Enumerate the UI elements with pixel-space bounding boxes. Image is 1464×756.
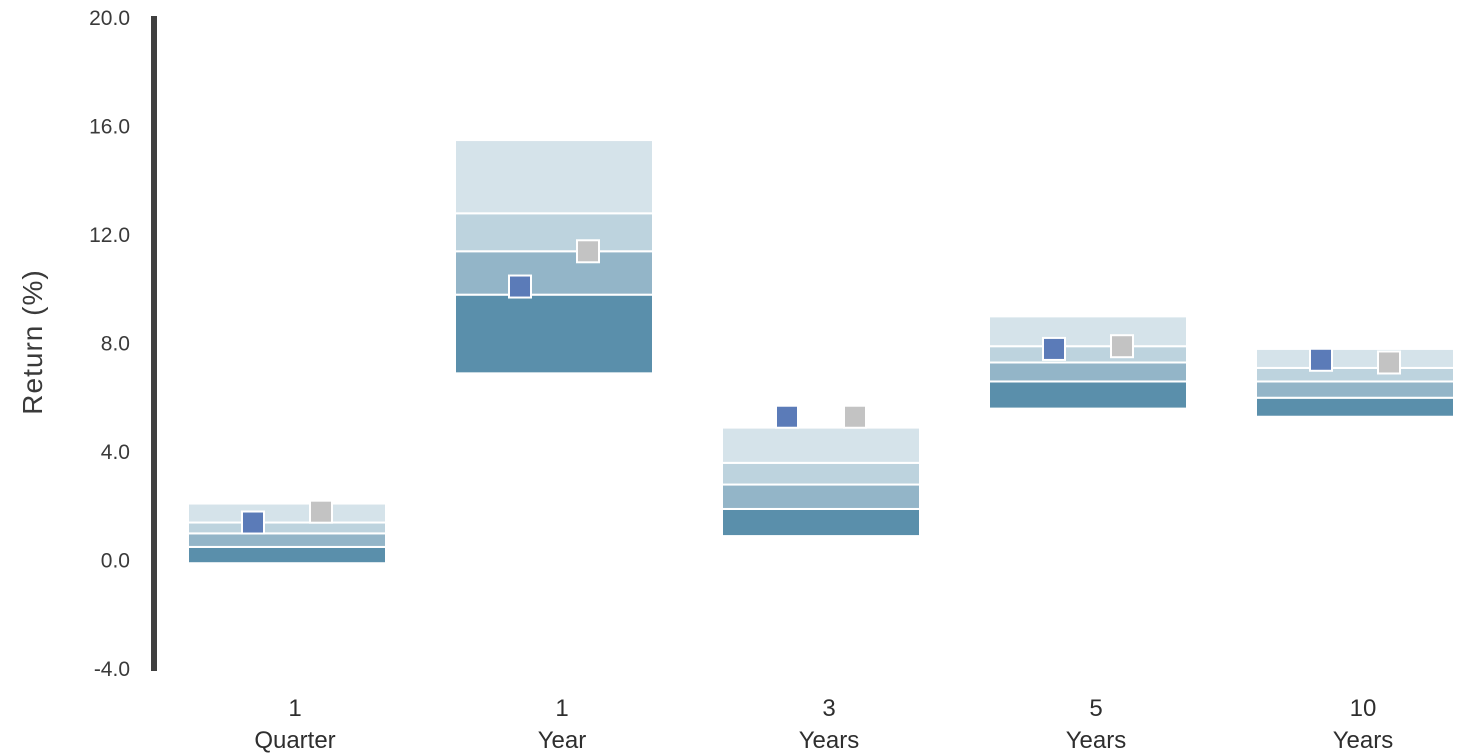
marker <box>241 510 265 535</box>
marker <box>309 499 333 524</box>
marker <box>576 239 600 264</box>
markers <box>241 239 1401 535</box>
x-tick-label-line1: 3 <box>822 695 835 722</box>
range-bands <box>187 139 1455 565</box>
range-band <box>454 293 654 375</box>
y-tick-label: 8.0 <box>101 333 130 356</box>
marker <box>508 274 532 299</box>
x-tick-label-line2: Years <box>1066 727 1127 754</box>
range-band <box>988 315 1188 348</box>
range-band <box>1255 366 1455 383</box>
x-tick-label-line2: Years <box>1333 727 1394 754</box>
range-band <box>1255 396 1455 418</box>
y-axis-title: Return (%) <box>17 269 48 414</box>
y-tick-label: 0.0 <box>101 550 130 573</box>
range-band <box>187 532 387 548</box>
x-tick-label-line2: Year <box>538 727 587 754</box>
marker <box>1377 350 1401 375</box>
range-band <box>721 426 921 464</box>
range-band <box>1255 380 1455 399</box>
range-band <box>187 545 387 565</box>
range-band <box>454 139 654 215</box>
y-tick-label: -4.0 <box>94 658 130 681</box>
range-band <box>721 461 921 486</box>
range-band <box>721 483 921 510</box>
y-tick-label: 4.0 <box>101 441 130 464</box>
range-band <box>187 521 387 535</box>
marker <box>1110 334 1134 359</box>
range-band <box>721 507 921 538</box>
x-tick-label-line1: 5 <box>1089 695 1102 722</box>
range-band <box>988 380 1188 410</box>
x-tick-label-line2: Quarter <box>254 727 335 754</box>
marker <box>1309 347 1333 372</box>
range-band <box>187 502 387 524</box>
marker <box>1042 336 1066 361</box>
x-tick-label-line1: 1 <box>288 695 301 722</box>
x-tick-label-line1: 10 <box>1350 695 1377 722</box>
x-tick-label-line1: 1 <box>555 695 568 722</box>
marker <box>775 404 799 429</box>
range-band <box>454 250 654 296</box>
x-tick-label-line2: Years <box>799 727 860 754</box>
marker <box>843 404 867 429</box>
range-band <box>1255 347 1455 369</box>
y-tick-label: 16.0 <box>89 116 130 139</box>
y-tick-label: 12.0 <box>89 224 130 247</box>
x-axis-labels: 1 Quarter 1 Year 3 Years 5 Years 10 Years <box>254 695 1393 754</box>
y-axis-ticks: -4.0 0.0 4.0 8.0 12.0 16.0 20.0 <box>89 7 130 681</box>
y-tick-label: 20.0 <box>89 7 130 30</box>
range-band <box>988 361 1188 383</box>
range-band <box>988 345 1188 364</box>
range-band <box>454 212 654 253</box>
